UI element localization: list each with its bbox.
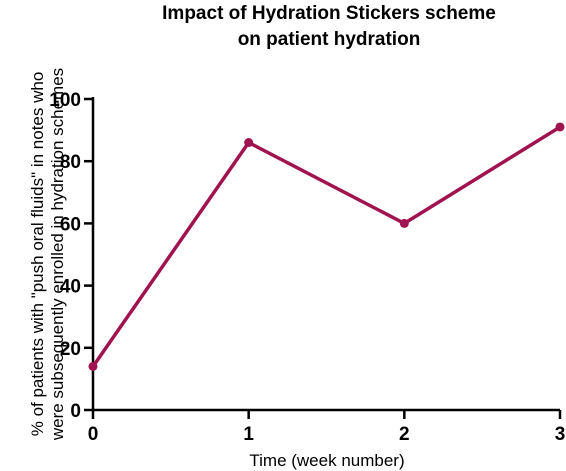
chart-title-line-1: Impact of Hydration Stickers scheme bbox=[162, 3, 496, 24]
x-axis-label: Time (week number) bbox=[249, 451, 404, 470]
y-tick-label: 80 bbox=[60, 152, 81, 173]
y-axis-label-group: % of patients with "push oral fluids" in… bbox=[28, 68, 67, 441]
chart-title-line-2: on patient hydration bbox=[238, 29, 421, 50]
y-axis-label-line-1: % of patients with "push oral fluids" in… bbox=[28, 72, 47, 437]
x-tick-label: 0 bbox=[88, 424, 99, 445]
y-tick-label: 60 bbox=[60, 214, 81, 235]
x-tick-label: 1 bbox=[243, 424, 254, 445]
series-line bbox=[91, 125, 561, 368]
y-axis-label-line-2: were subsequently enrolled in hydration … bbox=[48, 68, 67, 441]
data-point bbox=[399, 218, 409, 228]
axes bbox=[91, 97, 560, 412]
y-tick-label: 20 bbox=[60, 339, 81, 360]
y-tick-label: 100 bbox=[49, 90, 81, 111]
x-tick-label: 2 bbox=[399, 424, 410, 445]
data-point bbox=[555, 122, 565, 132]
y-tick-label: 0 bbox=[70, 401, 81, 422]
data-point bbox=[88, 361, 98, 371]
y-tick-label: 40 bbox=[60, 277, 81, 298]
data-point bbox=[244, 138, 254, 148]
series-layer bbox=[88, 122, 565, 371]
tick-group: 0 20 40 60 80 100 0 1 2 3 bbox=[49, 90, 565, 445]
x-tick-label: 3 bbox=[555, 424, 566, 445]
